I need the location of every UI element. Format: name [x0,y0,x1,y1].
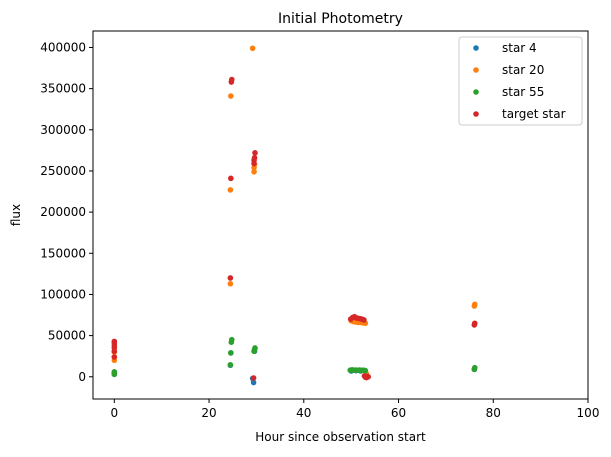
legend: star 4 star 20 star 55 target star [458,36,583,126]
data-point-series-1 [227,187,234,193]
data-point-series-3 [361,317,367,323]
y-tick-label: 350000 [40,82,86,96]
data-point-series-1 [228,93,234,99]
data-point-series-2 [228,350,234,356]
data-point-series-2 [362,367,369,374]
y-tick-label: 100000 [40,287,86,301]
plot-area-frame [92,30,589,400]
y-tick-label: 50000 [48,329,86,343]
y-axis-label: flux [9,204,23,226]
data-point-series-3 [252,150,258,156]
data-points-layer [111,45,478,386]
x-axis-ticks: 0 20 40 60 80 100 [110,399,599,420]
legend-label: star 20 [502,63,544,77]
y-tick-label: 150000 [40,246,86,260]
legend-label: target star [502,107,566,121]
data-point-series-3 [365,373,372,380]
x-tick-label: 80 [486,406,501,420]
data-point-series-3 [228,175,234,182]
x-tick-label: 100 [577,406,600,420]
data-point-series-2 [252,345,258,351]
data-point-series-3 [251,154,258,161]
y-tick-label: 250000 [40,164,86,178]
x-tick-label: 40 [296,406,311,420]
legend-marker [473,45,479,51]
y-tick-label: 400000 [40,40,86,54]
legend-label: star 4 [502,41,537,55]
legend-marker [473,89,479,95]
data-point-series-1 [251,168,257,175]
x-tick-label: 0 [110,406,118,420]
y-tick-label: 200000 [40,205,86,219]
legend-label: star 55 [502,85,544,99]
chart-title: Initial Photometry [278,11,403,27]
x-axis-label: Hour since observation start [255,430,426,444]
data-point-series-1 [249,45,256,52]
data-point-series-3 [111,338,118,345]
data-point-series-2 [111,369,118,375]
y-tick-label: 300000 [40,123,86,137]
y-tick-label: 0 [78,370,86,384]
data-point-series-1 [471,301,478,308]
data-point-series-3 [227,275,234,281]
data-point-series-3 [111,354,118,360]
data-point-series-2 [228,336,235,343]
x-tick-label: 60 [391,406,406,420]
data-point-series-2 [471,364,478,371]
data-point-series-3 [228,76,235,83]
data-point-series-3 [471,320,478,327]
legend-marker [473,67,479,73]
data-point-series-3 [250,375,257,381]
x-tick-label: 20 [201,406,216,420]
legend-marker [473,111,479,117]
data-point-series-0 [250,379,257,386]
data-point-series-2 [227,362,234,368]
y-axis-ticks: 0 50000 100000 150000 200000 250000 300000 3500… [40,40,93,384]
data-point-series-1 [227,280,234,287]
legend-frame [458,36,583,126]
